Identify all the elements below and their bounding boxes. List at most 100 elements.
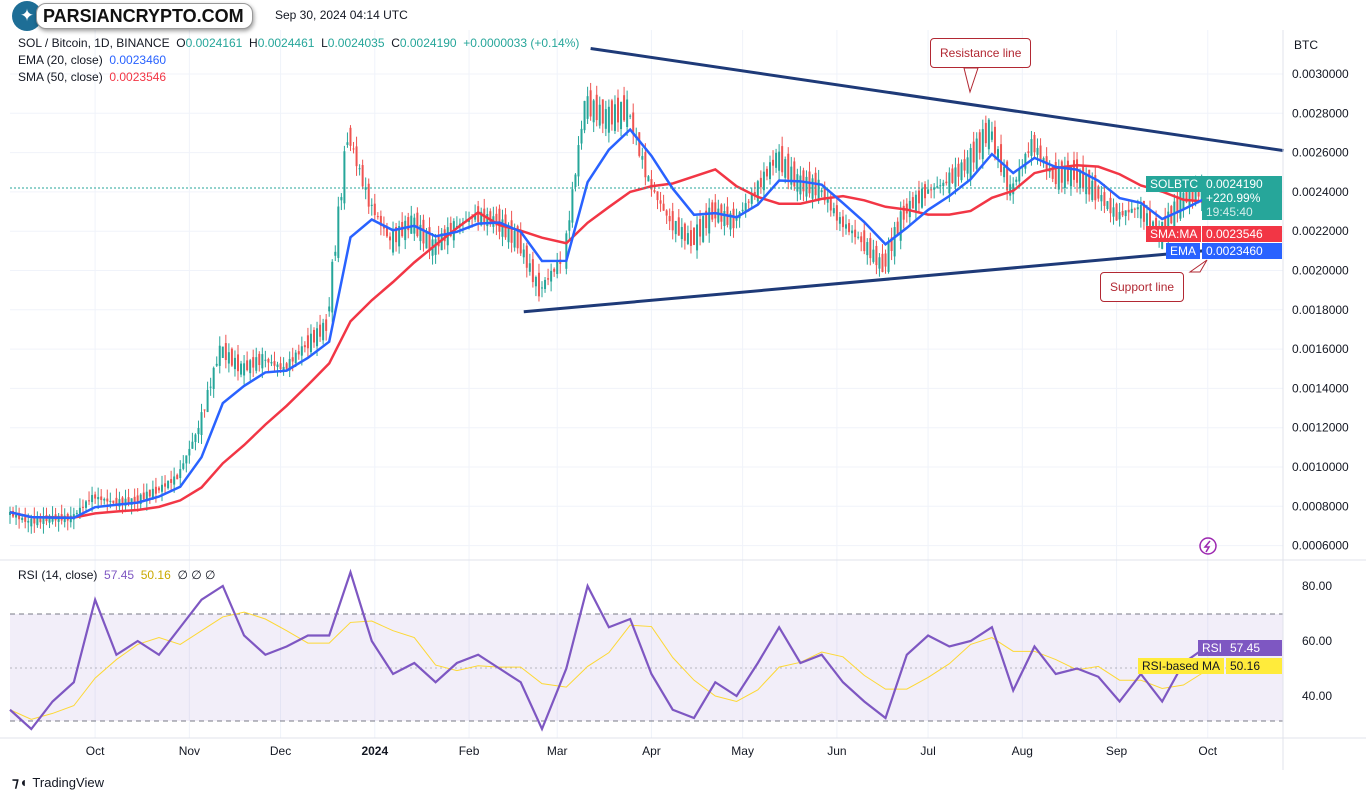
candle-body (188, 448, 191, 456)
candle-body (1085, 175, 1088, 195)
candle-body (1139, 205, 1142, 219)
candle-body (264, 359, 267, 361)
candle-body (677, 217, 680, 236)
candle-body (875, 245, 878, 266)
price-axis[interactable]: 0.0030000 0.0028000 0.0026000 0.0024000 0.00… (1292, 67, 1349, 703)
candle-body (425, 232, 428, 249)
candle-body (1030, 139, 1033, 156)
last-price-tag: 0.0024190 +220.99% 19:45:40 (1202, 176, 1282, 220)
candle-body (1167, 211, 1170, 239)
watermark-logo: ✦ PARSIANCRYPTO.COM (12, 0, 253, 32)
candle-body (288, 358, 291, 371)
candle-body (613, 104, 616, 131)
candle-body (851, 230, 854, 234)
indicator-lines (9, 127, 1206, 732)
symbol-legend[interactable]: SOL / Bitcoin, 1D, BINANCE O0.0024161 H0… (18, 36, 579, 50)
candle-body (297, 351, 300, 355)
candle-body (407, 217, 410, 231)
candle-body (513, 230, 516, 248)
candle-body (206, 389, 209, 413)
rsi-extra-values: ∅ ∅ ∅ (177, 568, 216, 582)
ema-legend[interactable]: EMA (20, close) 0.0023460 (18, 53, 166, 67)
candle-body (714, 202, 717, 219)
tradingview-brand[interactable]: ⁊◖ TradingView (12, 774, 104, 791)
candle-body (537, 272, 540, 297)
candle-body (197, 428, 200, 435)
candle-body (194, 434, 197, 443)
candle-body (279, 363, 282, 369)
open-value: 0.0024161 (185, 36, 243, 50)
candle-body (434, 239, 437, 255)
resistance-line[interactable] (590, 46, 1284, 153)
candle-body (495, 213, 498, 226)
candle-body (817, 179, 820, 201)
candle-body (650, 179, 653, 190)
candle-body (1118, 211, 1121, 220)
candle-body (148, 489, 151, 497)
trendlines[interactable] (523, 46, 1284, 314)
candle-body (969, 148, 972, 179)
ema-value: 0.0023460 (109, 53, 167, 67)
candle-body (1033, 134, 1036, 153)
candle-body (531, 259, 534, 283)
support-line[interactable] (523, 245, 1248, 314)
rsi-legend[interactable]: RSI (14, close) 57.45 50.16 ∅ ∅ ∅ (18, 568, 215, 582)
currency-label[interactable]: BTC (1294, 38, 1318, 52)
candle-body (39, 516, 42, 523)
candle-body (361, 165, 364, 187)
candle-body (626, 99, 629, 128)
candle-body (246, 360, 249, 371)
candle-body (641, 156, 644, 160)
candle-body (240, 363, 243, 375)
candle-body (233, 357, 236, 370)
price-tick-label: 0.0022000 (1292, 224, 1349, 238)
candle-body (127, 497, 130, 504)
candle-body (42, 516, 45, 524)
candle-body (389, 236, 391, 241)
candle-body (881, 253, 884, 273)
resistance-callout[interactable]: Resistance line (930, 38, 1032, 68)
candle-body (522, 249, 525, 258)
candle-body (507, 225, 510, 243)
candle-body (340, 197, 343, 201)
rsi-ma-tag-value: 50.16 (1226, 658, 1282, 674)
watermark-text: PARSIANCRYPTO.COM (36, 3, 253, 29)
candle-body (884, 253, 887, 267)
candle-body (261, 354, 264, 369)
candle-body (990, 131, 993, 140)
candle-body (1109, 197, 1112, 214)
candle-body (942, 182, 945, 187)
candle-body (778, 151, 781, 171)
flash-icon[interactable] (1199, 537, 1217, 555)
candle-body (1097, 186, 1100, 199)
candle-body (36, 517, 39, 526)
candle-body (1024, 153, 1027, 169)
candle-body (629, 115, 632, 117)
support-callout[interactable]: Support line (1100, 272, 1185, 302)
candle-body (81, 506, 84, 508)
candle-body (130, 498, 133, 505)
candle-body (136, 495, 139, 502)
rsi-tick-label: 40.00 (1302, 689, 1332, 703)
price-tick-label: 0.0008000 (1292, 499, 1349, 513)
candle-body (607, 106, 610, 133)
candle-body (367, 183, 370, 207)
candle-body (1051, 166, 1054, 179)
candle-body (589, 90, 592, 117)
candle-body (653, 190, 656, 192)
candle-body (316, 328, 319, 347)
candle-body (620, 101, 623, 130)
high-label: H (249, 36, 258, 50)
candle-body (753, 192, 756, 195)
time-tick-label: Mar (547, 744, 568, 758)
candle-body (899, 211, 902, 241)
candle-body (835, 205, 838, 221)
time-axis[interactable]: Oct Nov Dec 2024 Feb Mar Apr May Jun Jul Aug Sep Oct (86, 744, 1218, 758)
candle-body (173, 476, 176, 485)
candle-body (91, 494, 94, 503)
candle-body (282, 366, 285, 371)
candle-body (1063, 165, 1066, 188)
price-tick-label: 0.0024000 (1292, 185, 1349, 199)
sma-legend[interactable]: SMA (50, close) 0.0023546 (18, 70, 166, 84)
